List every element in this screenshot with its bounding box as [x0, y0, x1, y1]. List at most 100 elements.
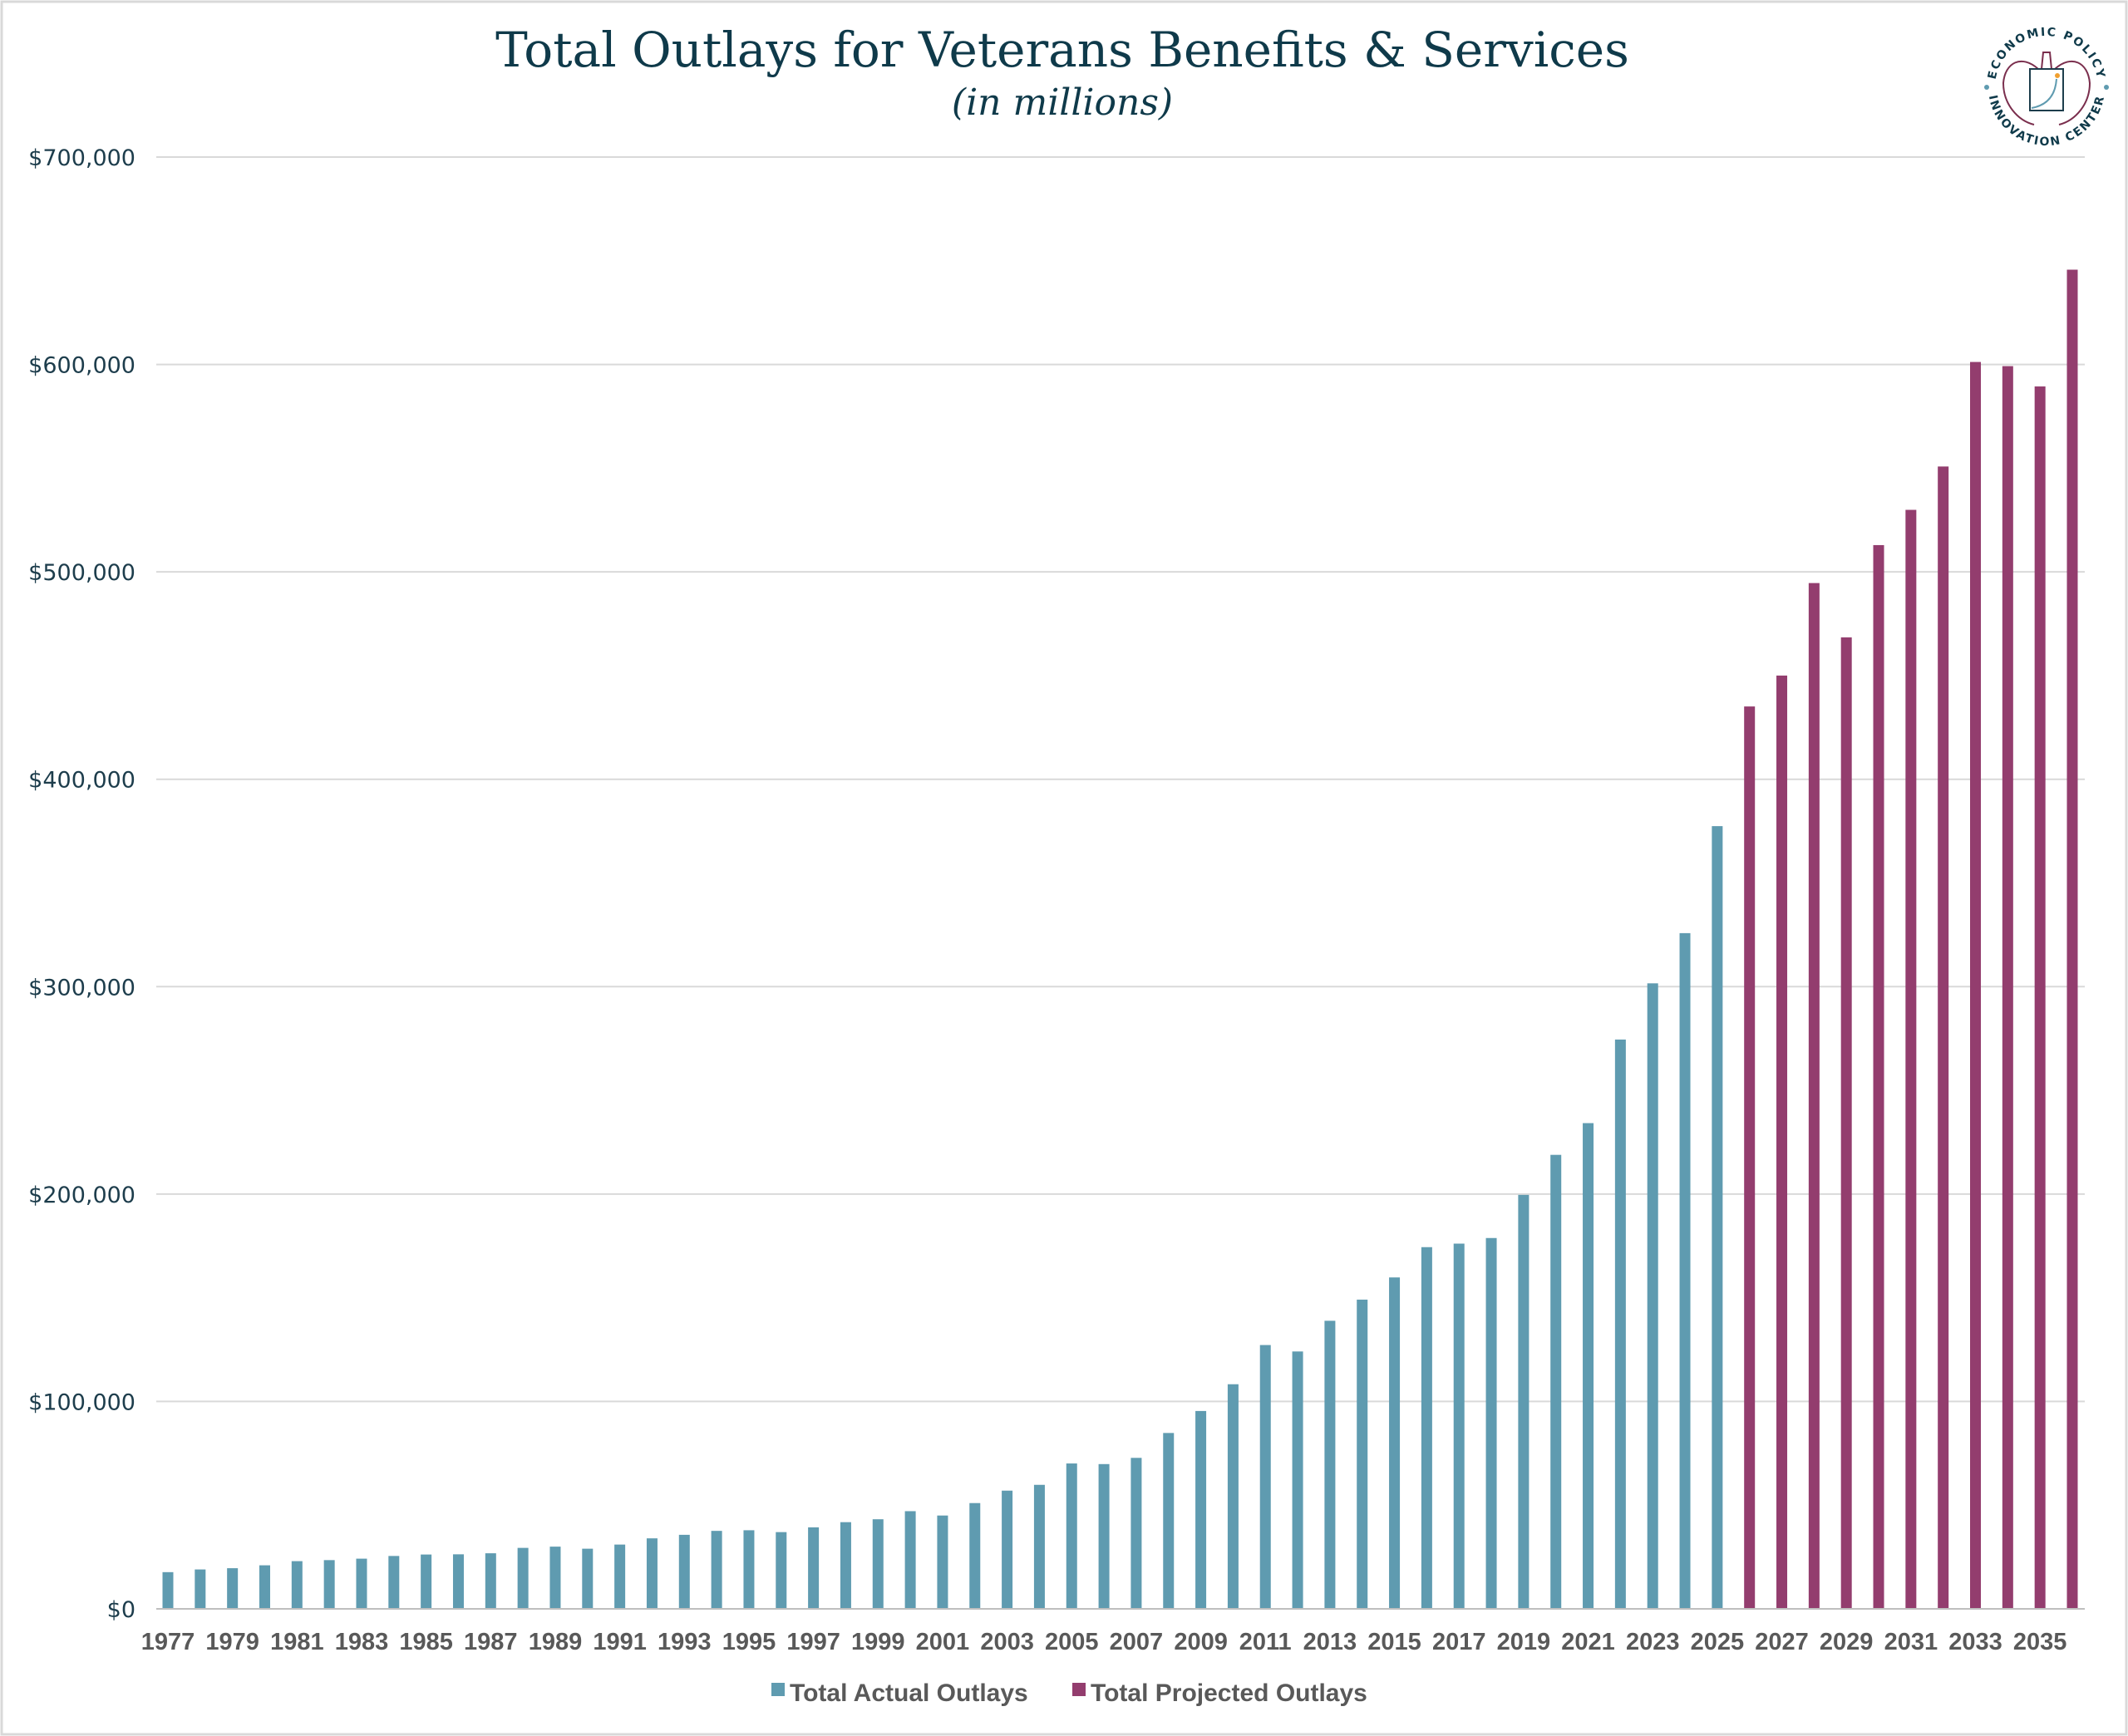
bar-2011 [1259, 1345, 1271, 1609]
bar-1995 [743, 1530, 755, 1609]
bar-2008 [1163, 1433, 1175, 1609]
x-tick-label: 2007 [1110, 1629, 1164, 1655]
bar-2001 [937, 1515, 948, 1609]
x-tick-label: 1981 [270, 1629, 324, 1655]
bar-2024 [1679, 932, 1691, 1609]
bar-2032 [1938, 466, 1949, 1609]
x-axis-labels: 1977 1979 1981 1983 1985 1987 1989 1991 1993 1995… [141, 1629, 2067, 1655]
bar-2019 [1518, 1194, 1530, 1609]
y-tick-label: $600,000 [28, 353, 135, 379]
x-tick-label: 2003 [980, 1629, 1034, 1655]
bar-1987 [485, 1553, 496, 1609]
legend-swatch-projected [1072, 1683, 1086, 1696]
x-tick-label: 2019 [1497, 1629, 1551, 1655]
x-tick-label: 2027 [1755, 1629, 1809, 1655]
bar-2023 [1647, 983, 1658, 1609]
y-tick-label: $0 [107, 1597, 135, 1623]
x-tick-label: 1985 [399, 1629, 453, 1655]
bar-1998 [840, 1522, 851, 1609]
bar-2025 [1712, 826, 1723, 1609]
x-tick-label: 1993 [658, 1629, 712, 1655]
x-tick-label: 2025 [1691, 1629, 1745, 1655]
x-tick-label: 1987 [464, 1629, 518, 1655]
bar-2009 [1195, 1410, 1207, 1609]
bar-1999 [872, 1519, 884, 1609]
legend: Total Actual Outlays Total Projected Out… [771, 1679, 1367, 1707]
x-tick-label: 1995 [722, 1629, 776, 1655]
gridlines [156, 156, 2085, 1403]
x-tick-label: 2035 [2013, 1629, 2067, 1655]
chart-title: Total Outlays for Veterans Benefits & Se… [495, 22, 1629, 78]
x-tick-label: 2033 [1948, 1629, 2002, 1655]
x-tick-label: 1991 [593, 1629, 647, 1655]
bar-2007 [1130, 1458, 1142, 1609]
bar-2015 [1389, 1277, 1401, 1609]
bar-2034 [2002, 366, 2013, 1609]
x-tick-label: 1997 [786, 1629, 840, 1655]
y-tick-label: $500,000 [28, 560, 135, 586]
y-tick-label: $200,000 [28, 1183, 135, 1208]
legend-label-projected: Total Projected Outlays [1091, 1679, 1367, 1707]
bar-2029 [1840, 637, 1852, 1609]
bar-2012 [1292, 1351, 1303, 1609]
x-tick-label: 2017 [1432, 1629, 1486, 1655]
bar-2002 [969, 1502, 981, 1609]
x-tick-label: 1977 [141, 1629, 195, 1655]
bar-1993 [678, 1534, 690, 1609]
bar-1985 [421, 1554, 432, 1609]
bar-2018 [1485, 1237, 1497, 1609]
x-tick-label: 2013 [1303, 1629, 1357, 1655]
bar-2036 [2066, 269, 2078, 1609]
bar-1996 [776, 1532, 787, 1609]
bar-1980 [259, 1565, 270, 1609]
bar-1990 [582, 1548, 594, 1609]
x-tick-label: 1989 [529, 1629, 583, 1655]
x-tick-label: 1999 [851, 1629, 905, 1655]
x-tick-label: 1979 [205, 1629, 259, 1655]
legend-swatch-actual [771, 1683, 785, 1696]
bar-2003 [1002, 1490, 1013, 1609]
x-tick-label: 2023 [1626, 1629, 1680, 1655]
x-tick-label: 1983 [335, 1629, 389, 1655]
bar-1992 [646, 1538, 658, 1609]
chart-subtitle: (in millions) [952, 81, 1173, 124]
bar-1984 [388, 1556, 400, 1609]
bar-2016 [1421, 1247, 1432, 1609]
bar-1982 [323, 1560, 335, 1609]
bar-1981 [291, 1561, 303, 1609]
x-tick-label: 2011 [1239, 1629, 1292, 1655]
bar-2030 [1873, 544, 1884, 1609]
bar-2031 [1905, 509, 1917, 1609]
y-tick-label: $700,000 [28, 145, 135, 171]
x-tick-label: 2009 [1174, 1629, 1228, 1655]
x-tick-label: 2015 [1367, 1629, 1421, 1655]
bar-2021 [1583, 1123, 1594, 1609]
y-axis-labels: $0 $100,000 $200,000 $300,000 $400,000 $500,0… [28, 145, 135, 1623]
bar-2022 [1614, 1039, 1626, 1609]
bar-2006 [1098, 1463, 1110, 1609]
x-tick-label: 2021 [1561, 1629, 1615, 1655]
x-tick-label: 2001 [916, 1629, 970, 1655]
bar-2004 [1033, 1484, 1045, 1609]
y-tick-label: $300,000 [28, 975, 135, 1001]
y-tick-label: $100,000 [28, 1389, 135, 1415]
bar-1983 [356, 1558, 367, 1609]
bar-2020 [1550, 1154, 1562, 1609]
bar-1997 [808, 1527, 820, 1609]
bar-2013 [1324, 1320, 1336, 1609]
x-tick-label: 2031 [1884, 1629, 1938, 1655]
bar-1994 [711, 1531, 722, 1609]
bar-1989 [549, 1547, 561, 1609]
x-tick-label: 2029 [1820, 1629, 1874, 1655]
bar-2027 [1776, 675, 1788, 1609]
bar-2033 [1970, 361, 1982, 1610]
bar-1978 [195, 1569, 206, 1609]
bar-1977 [162, 1571, 174, 1609]
bar-2017 [1453, 1243, 1465, 1609]
bar-1986 [452, 1554, 464, 1609]
bar-2000 [904, 1511, 916, 1609]
bars [162, 269, 2078, 1610]
bar-2026 [1744, 706, 1756, 1609]
